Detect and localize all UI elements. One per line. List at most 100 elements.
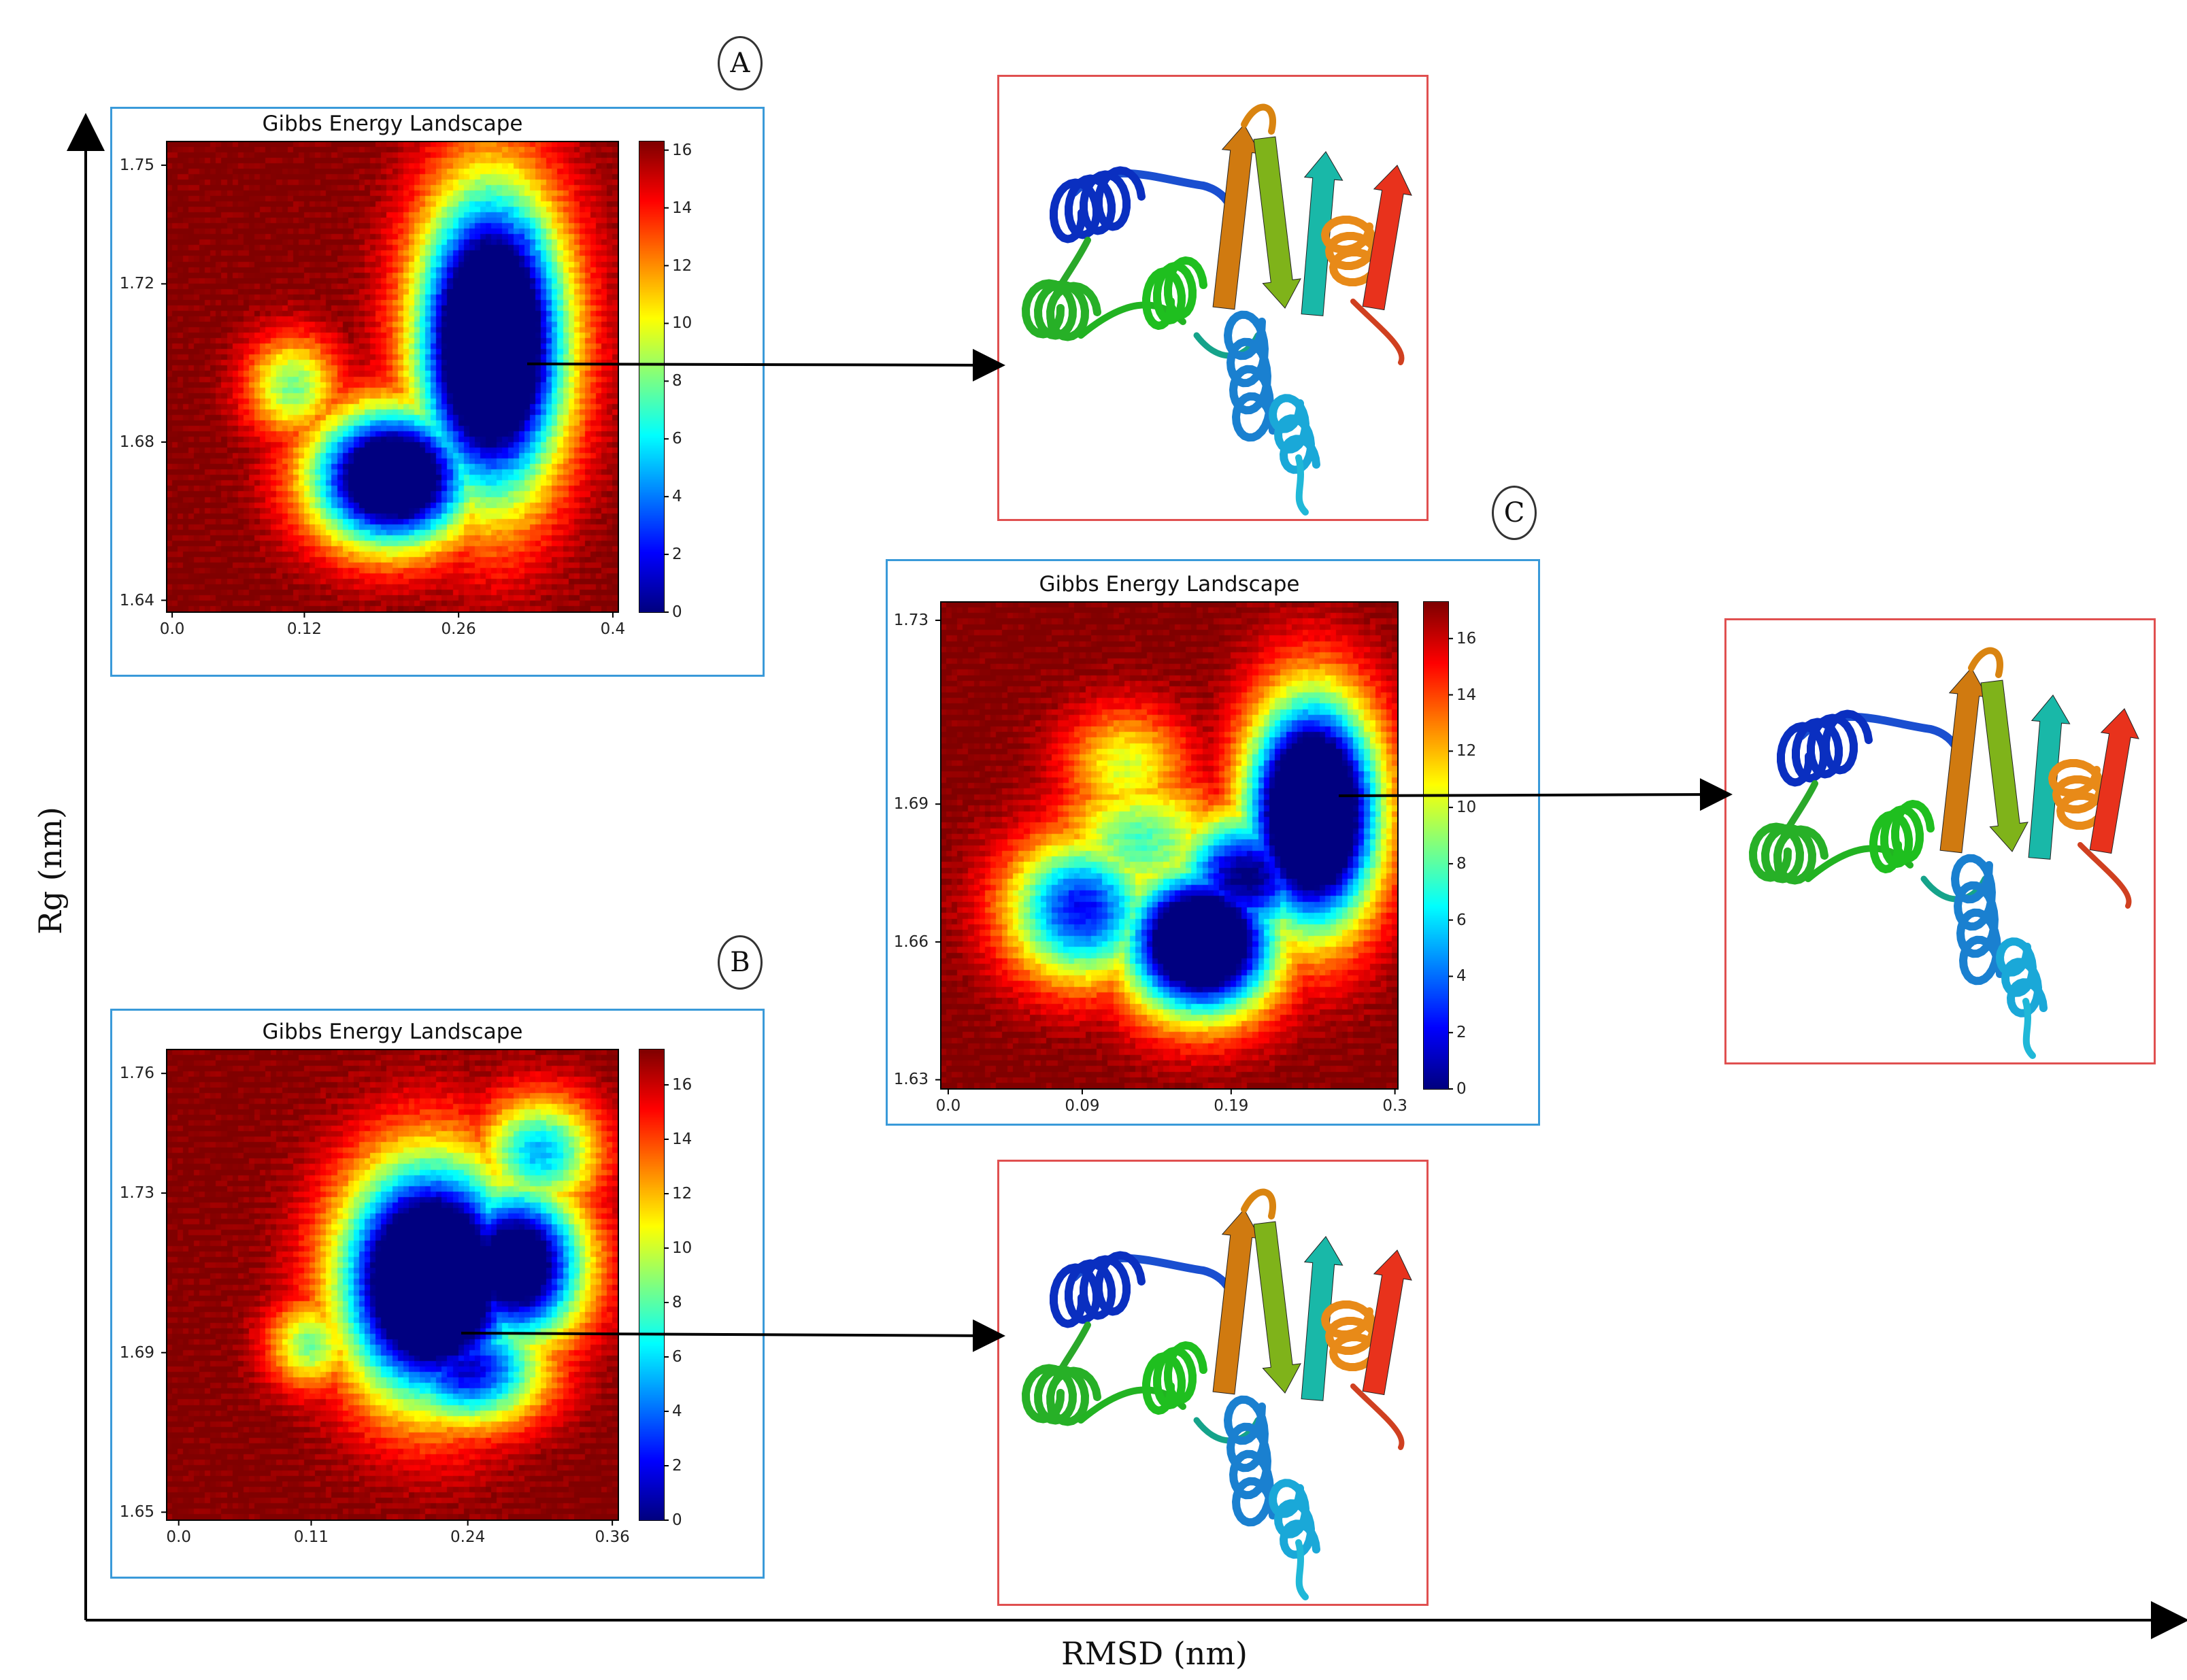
- x-tick-label: 0.26: [441, 620, 476, 638]
- colorbar-tick-label: 8: [1456, 854, 1467, 873]
- colorbar-tick-label: 12: [1456, 742, 1477, 760]
- protein-ribbon-icon: [1022, 103, 1412, 516]
- x-tick-label: 0.0: [935, 1097, 961, 1115]
- colorbar-tick-label: 16: [1456, 629, 1477, 648]
- ribbon-segment: [1777, 709, 1873, 787]
- beta-strand: [1980, 679, 2029, 852]
- colorbar-tick-label: 4: [672, 1402, 682, 1420]
- protein-structure-c: [1724, 618, 2156, 1064]
- ribbon-segment: [1269, 394, 1320, 474]
- arrow-b-to-structure: [461, 1319, 1005, 1352]
- y-tick-label: 1.69: [119, 1343, 154, 1362]
- panel-title: Gibbs Energy Landscape: [262, 1020, 523, 1044]
- y-tick-label: 1.73: [893, 611, 929, 630]
- colorbar-tick-label: 0: [1456, 1080, 1467, 1098]
- colorbar-tick-label: 8: [672, 1294, 682, 1311]
- beta-strand: [1939, 667, 1988, 854]
- x-tick-label: 0.19: [1214, 1097, 1249, 1115]
- colorbar-tick-label: 0: [672, 603, 682, 621]
- x-tick-label: 0.09: [1065, 1097, 1100, 1115]
- heatmap-canvas: [941, 602, 1398, 1089]
- beta-strand: [2089, 708, 2139, 854]
- ribbon-segment: [1295, 454, 1309, 516]
- ribbon-segment: [2077, 842, 2132, 909]
- ribbon-segment: [1241, 1188, 1276, 1220]
- beta-strand: [1362, 1249, 1412, 1396]
- colorbar-tick-label: 10: [1456, 799, 1477, 817]
- colorbar-tick-label: 10: [672, 314, 692, 333]
- y-tick-label: 1.68: [119, 433, 154, 451]
- ribbon-segment: [2048, 759, 2113, 830]
- ribbon-segment: [1968, 647, 2003, 678]
- beta-strand: [1212, 1209, 1261, 1395]
- beta-strand: [1253, 1221, 1301, 1394]
- colorbar-tick-label: 2: [1456, 1024, 1467, 1042]
- heatmap-frame: [940, 601, 1399, 1090]
- colorbar-tick-label: 2: [672, 545, 682, 564]
- ribbon-segment: [1321, 1300, 1386, 1371]
- colorbar-tick-label: 16: [672, 1076, 692, 1094]
- x-tick-label: 0.4: [600, 620, 626, 638]
- y-tick-label: 1.69: [893, 795, 929, 813]
- y-tick-label: 1.72: [119, 275, 154, 293]
- x-tick-label: 0.3: [1382, 1097, 1407, 1115]
- colorbar-tick-label: 4: [672, 488, 682, 506]
- panel-title: Gibbs Energy Landscape: [262, 112, 523, 136]
- colorbar-tick-label: 6: [672, 430, 682, 448]
- energy-landscape-panel-a: Gibbs Energy Landscape 0.0 0.12 0.26 0.4 1.64…: [110, 107, 765, 677]
- arrow-a-to-structure: [527, 348, 1005, 382]
- x-tick-label: 0.12: [286, 620, 322, 638]
- x-tick-label: 0.0: [166, 1528, 191, 1546]
- ribbon-segment: [1350, 299, 1405, 365]
- colorbar-tick-label: 14: [672, 1130, 692, 1148]
- energy-landscape-panel-c: Gibbs Energy Landscape 0.0 0.09 0.19 0.3 1.63…: [886, 559, 1540, 1126]
- ribbon-segment: [1050, 1251, 1146, 1328]
- ribbon-segment: [1022, 1364, 1101, 1426]
- colorbar-tick-label: 2: [672, 1457, 682, 1475]
- y-tick-label: 1.64: [119, 591, 154, 609]
- y-tick-label: 1.66: [893, 933, 929, 951]
- ribbon-segment: [1224, 310, 1277, 442]
- energy-landscape-panel-b: Gibbs Energy Landscape 0.0 0.11 0.24 0.36 1.6…: [110, 1009, 765, 1579]
- ribbon-segment: [1295, 1539, 1309, 1600]
- protein-structure-a: [997, 75, 1429, 521]
- colorbar: [639, 1049, 664, 1520]
- colorbar-tick-label: 4: [1456, 967, 1467, 986]
- colorbar: [1424, 602, 1448, 1089]
- protein-ribbon-icon: [1749, 647, 2139, 1059]
- ribbon-segment: [1224, 1395, 1277, 1527]
- y-tick-label: 1.75: [119, 156, 154, 174]
- colorbar-tick-label: 6: [672, 1348, 682, 1366]
- ribbon-segment: [1241, 103, 1276, 135]
- colorbar-tick-label: 14: [1456, 686, 1477, 704]
- colorbar-tick-label: 0: [672, 1511, 682, 1529]
- panel-label-a: A: [718, 36, 763, 90]
- x-tick-label: 0.36: [595, 1528, 630, 1546]
- ribbon-segment: [1142, 256, 1207, 330]
- colorbar-tick-label: 16: [672, 141, 692, 159]
- ribbon-segment: [1022, 279, 1101, 341]
- colorbar-tick-label: 12: [672, 1185, 692, 1203]
- y-tick-label: 1.73: [119, 1184, 154, 1203]
- ribbon-segment: [1142, 1341, 1207, 1415]
- beta-strand: [1212, 124, 1261, 310]
- colorbar-tick-label: 10: [672, 1239, 692, 1257]
- heatmap-frame: [166, 141, 619, 613]
- ribbon-segment: [1321, 216, 1386, 286]
- x-tick-label: 0.24: [450, 1528, 486, 1546]
- colorbar-tick-label: 6: [1456, 911, 1467, 929]
- ribbon-segment: [1269, 1479, 1320, 1559]
- ribbon-segment: [1996, 937, 2048, 1018]
- x-tick-label: 0.0: [159, 620, 185, 638]
- heatmap-canvas: [167, 1049, 618, 1520]
- colorbar-tick-label: 12: [672, 256, 692, 275]
- heatmap-frame: [166, 1049, 619, 1521]
- x-tick-label: 0.11: [293, 1528, 329, 1546]
- ribbon-segment: [1869, 800, 1935, 873]
- ribbon-segment: [1951, 854, 2004, 986]
- y-tick-label: 1.65: [119, 1503, 154, 1522]
- protein-structure-b: [997, 1160, 1429, 1606]
- y-tick-label: 1.76: [119, 1064, 154, 1083]
